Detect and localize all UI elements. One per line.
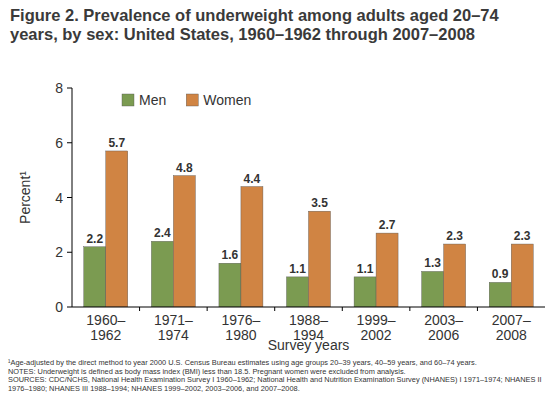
y-axis-label: Percent¹ xyxy=(17,171,33,224)
y-tick-label: 2 xyxy=(55,244,63,260)
x-tick-label-line: 1980 xyxy=(225,327,256,343)
y-tick xyxy=(67,307,72,308)
data-label: 2.4 xyxy=(154,226,171,240)
legend: Men Women xyxy=(122,92,251,108)
bar xyxy=(422,271,444,307)
bar xyxy=(489,282,511,307)
legend-label: Men xyxy=(139,92,166,108)
data-label: 5.7 xyxy=(108,136,125,150)
bar xyxy=(219,263,241,307)
x-tick xyxy=(139,307,140,311)
data-label: 2.2 xyxy=(86,232,103,246)
y-tick-label: 6 xyxy=(55,135,63,151)
legend-label: Women xyxy=(203,92,251,108)
x-tick-label-line: 2002 xyxy=(360,327,391,343)
note: NOTES: Underweight is defined as body ma… xyxy=(8,368,552,377)
x-tick-label-line: 1976– xyxy=(221,312,260,328)
notes: ¹Age-adjusted by the direct method to ye… xyxy=(8,359,552,393)
x-tick-label-line: 2003– xyxy=(424,312,463,328)
y-tick xyxy=(67,252,72,253)
x-tick-label-line: 1999– xyxy=(357,312,396,328)
bar xyxy=(287,277,309,307)
data-label: 2.3 xyxy=(446,229,463,243)
title: Figure 2. Prevalence of underweight amon… xyxy=(10,6,510,44)
y-tick-label: 4 xyxy=(55,190,63,206)
x-tick xyxy=(342,307,343,311)
bars xyxy=(84,151,533,307)
bar xyxy=(241,187,263,307)
x-tick-label-line: 1988– xyxy=(289,312,328,328)
data-label: 0.9 xyxy=(492,267,509,281)
x-tick-label: 1976–1980 xyxy=(221,312,260,343)
data-label: 2.7 xyxy=(379,218,396,232)
data-label: 3.5 xyxy=(311,196,328,210)
data-labels: 2.2 2.4 1.6 1.1 1.1 1.3 0.9 5.7 4.8 4.4 3.5 2.7 2.3 2… xyxy=(86,136,530,281)
data-label: 1.6 xyxy=(222,248,239,262)
bar xyxy=(376,233,398,307)
note: ¹Age-adjusted by the direct method to ye… xyxy=(8,359,552,368)
data-label: 4.4 xyxy=(244,172,261,186)
y-tick xyxy=(67,142,72,143)
bar xyxy=(511,244,533,307)
x-tick-label-line: 1974 xyxy=(158,327,189,343)
bar xyxy=(354,277,376,307)
x-tick-label: 2007–2008 xyxy=(492,312,531,343)
data-label: 4.8 xyxy=(176,161,193,175)
note: SOURCES: CDC/NCHS, National Health Exami… xyxy=(8,376,552,393)
bar xyxy=(84,247,106,307)
x-tick-label-line: 2007– xyxy=(492,312,531,328)
x-tick-label-line: 1962 xyxy=(90,327,121,343)
x-axis xyxy=(72,307,545,308)
x-tick xyxy=(477,307,478,311)
y-tick-label: 0 xyxy=(55,299,63,315)
x-tick-label: 1999–2002 xyxy=(357,312,396,343)
x-tick-label-line: 1971– xyxy=(154,312,193,328)
x-tick-label-line: 1960– xyxy=(86,312,125,328)
page: {"chart_data": { "type": "bar", "title":… xyxy=(0,0,560,420)
x-tick-label: 1960–1962 xyxy=(86,312,125,343)
chart: 2.2 2.4 1.6 1.1 1.1 1.3 0.9 5.7 4.8 4.4 3.5 2.7 2.3 2… xyxy=(0,0,560,420)
x-tick xyxy=(207,307,208,311)
x-tick xyxy=(409,307,410,311)
bar xyxy=(173,176,195,307)
x-tick-label-line: 2008 xyxy=(496,327,527,343)
data-label: 1.1 xyxy=(289,262,306,276)
data-label: 1.3 xyxy=(424,256,441,270)
y-tick xyxy=(67,88,72,89)
data-label: 1.1 xyxy=(357,262,374,276)
x-tick-label-line: 2006 xyxy=(428,327,459,343)
legend-swatch xyxy=(186,94,198,106)
x-tick xyxy=(274,307,275,311)
y-tick-label: 8 xyxy=(55,80,63,96)
data-label: 2.3 xyxy=(514,229,531,243)
y-tick xyxy=(67,197,72,198)
bar xyxy=(151,241,173,307)
x-axis-label: Survey years xyxy=(268,337,350,353)
bar xyxy=(106,151,128,307)
legend-swatch xyxy=(122,94,134,106)
bar xyxy=(444,244,466,307)
x-tick-label: 2003–2006 xyxy=(424,312,463,343)
x-tick-label: 1971–1974 xyxy=(154,312,193,343)
bar xyxy=(309,211,331,307)
